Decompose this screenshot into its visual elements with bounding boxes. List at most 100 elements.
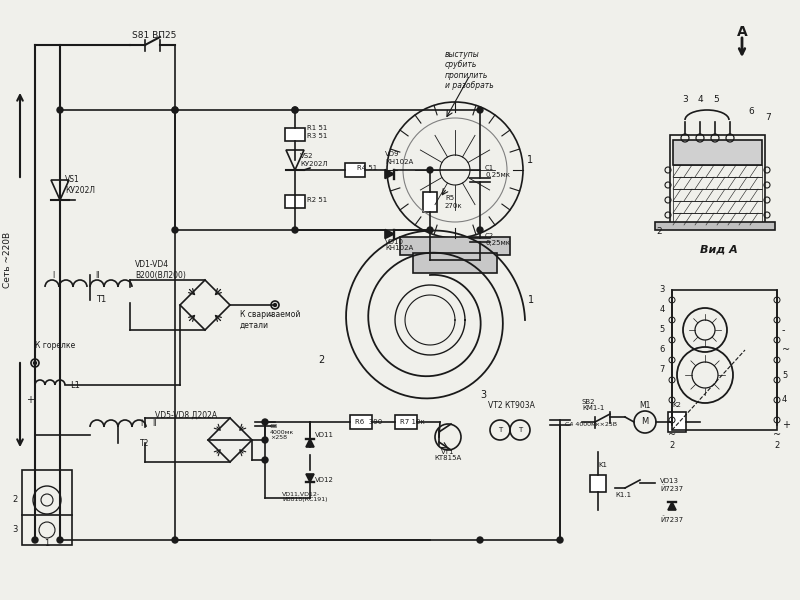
- Text: VD11,VD12-
И8818(КС191): VD11,VD12- И8818(КС191): [282, 491, 327, 502]
- Bar: [655, 222, 775, 230]
- Bar: [670, 135, 765, 225]
- Text: VD9
КН102А: VD9 КН102А: [385, 151, 414, 164]
- Text: C3
4000мк
×258: C3 4000мк ×258: [270, 424, 294, 440]
- Circle shape: [427, 227, 433, 233]
- Text: I: I: [140, 419, 142, 427]
- Text: К свариваемой
детали: К свариваемой детали: [240, 310, 300, 329]
- Text: 7: 7: [765, 113, 770, 121]
- Bar: [22, 470, 72, 545]
- Polygon shape: [385, 169, 394, 179]
- Circle shape: [557, 537, 563, 543]
- Bar: [672, 290, 777, 430]
- Circle shape: [262, 419, 268, 425]
- Bar: [285, 195, 305, 208]
- Circle shape: [292, 107, 298, 113]
- Bar: [673, 213, 762, 225]
- Text: VD11: VD11: [315, 432, 334, 438]
- Text: 4: 4: [697, 95, 703, 104]
- Circle shape: [292, 107, 298, 113]
- Text: 5: 5: [660, 325, 665, 335]
- Text: M: M: [642, 418, 649, 427]
- Text: 3: 3: [480, 390, 486, 400]
- Text: M1: M1: [639, 401, 650, 409]
- Text: VS2
КУ202Л: VS2 КУ202Л: [300, 154, 328, 166]
- Text: C1
0,25мк: C1 0,25мк: [485, 166, 510, 179]
- Text: 3: 3: [660, 286, 665, 295]
- Text: 2: 2: [774, 440, 780, 449]
- Bar: [423, 192, 437, 212]
- Text: VD13
Й7237: VD13 Й7237: [660, 478, 683, 492]
- Circle shape: [57, 537, 63, 543]
- Text: 4: 4: [660, 305, 665, 314]
- Text: R7 10к: R7 10к: [400, 419, 425, 425]
- Circle shape: [172, 107, 178, 113]
- Text: R5
270к: R5 270к: [445, 196, 462, 208]
- Text: VD10
КН102А: VD10 КН102А: [385, 238, 414, 251]
- Bar: [673, 189, 762, 201]
- Text: L1: L1: [70, 380, 80, 389]
- Text: C2
0,25мк: C2 0,25мк: [485, 233, 510, 247]
- Bar: [350, 415, 372, 429]
- Text: Й7237: Й7237: [661, 517, 683, 523]
- Text: -: -: [782, 325, 786, 335]
- Text: К1.1: К1.1: [615, 492, 631, 498]
- Bar: [345, 163, 365, 177]
- Text: II: II: [95, 271, 99, 280]
- Circle shape: [32, 537, 38, 543]
- Circle shape: [172, 107, 178, 113]
- Bar: [395, 415, 417, 429]
- Text: 2: 2: [670, 440, 674, 449]
- Bar: [590, 475, 606, 492]
- Polygon shape: [306, 439, 314, 447]
- Circle shape: [477, 107, 483, 113]
- Circle shape: [34, 361, 37, 364]
- Text: -: -: [268, 310, 272, 320]
- Bar: [400, 237, 510, 255]
- Text: 3: 3: [682, 95, 688, 104]
- Text: 4: 4: [782, 395, 787, 404]
- Text: R1 51
R3 51: R1 51 R3 51: [307, 125, 327, 139]
- Text: Сеть ~220В: Сеть ~220В: [3, 232, 13, 288]
- Bar: [285, 128, 305, 141]
- Text: VT2 КТ903А: VT2 КТ903А: [488, 401, 535, 409]
- Circle shape: [262, 437, 268, 443]
- Text: 1: 1: [528, 295, 534, 305]
- Text: VD1-VD4
В200(ВЛ200): VD1-VD4 В200(ВЛ200): [135, 260, 186, 280]
- Bar: [413, 253, 497, 273]
- Text: T: T: [518, 427, 522, 433]
- Text: ~: ~: [782, 345, 790, 355]
- Text: 1: 1: [527, 155, 533, 165]
- Text: VD5-VD8 Д202А: VD5-VD8 Д202А: [155, 410, 217, 419]
- Text: VD12: VD12: [315, 477, 334, 483]
- Text: A: A: [737, 25, 747, 39]
- Bar: [673, 201, 762, 213]
- Text: T1: T1: [96, 295, 106, 304]
- Text: T: T: [498, 427, 502, 433]
- Bar: [673, 165, 762, 177]
- Circle shape: [292, 227, 298, 233]
- Text: 2: 2: [13, 496, 18, 505]
- Text: 7: 7: [660, 365, 665, 374]
- Text: K2: K2: [672, 402, 681, 408]
- Text: 3: 3: [13, 526, 18, 535]
- Text: R4 51: R4 51: [357, 165, 378, 171]
- Text: 6: 6: [748, 107, 754, 116]
- Text: C4 4000мк×25В: C4 4000мк×25В: [565, 422, 617, 427]
- Circle shape: [172, 537, 178, 543]
- Text: 2: 2: [656, 227, 662, 236]
- Circle shape: [57, 107, 63, 113]
- Bar: [673, 177, 762, 189]
- Text: 2: 2: [318, 355, 324, 365]
- Text: VT1
КТ815А: VT1 КТ815А: [434, 449, 462, 461]
- Polygon shape: [668, 502, 676, 510]
- Circle shape: [477, 537, 483, 543]
- Text: ~: ~: [668, 430, 676, 440]
- Bar: [668, 412, 686, 432]
- Text: 6: 6: [660, 346, 665, 355]
- Circle shape: [274, 304, 277, 307]
- Text: R6  390: R6 390: [355, 419, 382, 425]
- Text: R2 51: R2 51: [307, 197, 327, 203]
- Text: выступы
срубить
пропилить
и разобрать: выступы срубить пропилить и разобрать: [445, 50, 494, 90]
- Circle shape: [477, 227, 483, 233]
- Text: 5: 5: [782, 370, 787, 379]
